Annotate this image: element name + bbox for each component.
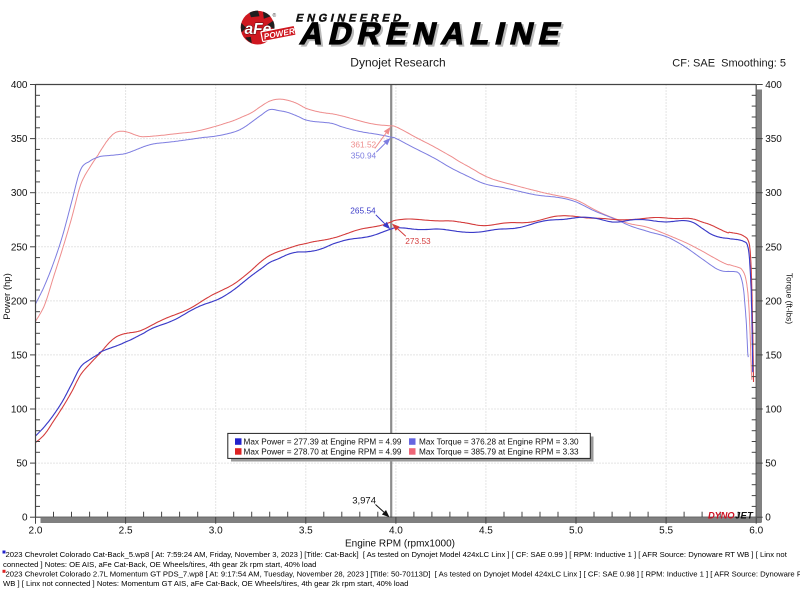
- svg-text:265.54: 265.54: [350, 206, 376, 216]
- svg-text:ADRENALINE: ADRENALINE: [299, 19, 572, 54]
- svg-text:400: 400: [765, 80, 782, 91]
- svg-text:ENGINEERED: ENGINEERED: [295, 13, 406, 25]
- svg-text:Torque (ft-lbs): Torque (ft-lbs): [785, 273, 795, 324]
- svg-text:2023 Chevrolet Colorado 2.7L M: 2023 Chevrolet Colorado 2.7L Momentum GT…: [6, 570, 800, 579]
- svg-text:300: 300: [11, 188, 28, 199]
- svg-text:50: 50: [16, 459, 28, 470]
- svg-text:0: 0: [22, 513, 28, 524]
- svg-text:350.94: 350.94: [351, 151, 377, 161]
- svg-text:Max Power = 277.39 at Engine R: Max Power = 277.39 at Engine RPM = 4.99: [244, 438, 402, 447]
- svg-text:100: 100: [765, 405, 782, 416]
- svg-text:2.5: 2.5: [119, 526, 133, 537]
- svg-text:CF: SAE Smoothing: 5: CF: SAE Smoothing: 5: [672, 58, 786, 70]
- svg-text:2023 Chevrolet Colorado Cat-Ba: 2023 Chevrolet Colorado Cat-Back_5.wp8 […: [6, 550, 788, 559]
- svg-text:0: 0: [765, 513, 771, 524]
- svg-text:350: 350: [765, 134, 782, 145]
- svg-text:50: 50: [765, 459, 777, 470]
- svg-text:Power (hp): Power (hp): [2, 273, 13, 319]
- svg-text:5.0: 5.0: [569, 526, 583, 537]
- svg-text:250: 250: [11, 242, 28, 253]
- svg-text:WB ] [ Linx not connected ] No: WB ] [ Linx not connected ] Notes: Momen…: [3, 579, 408, 588]
- svg-text:Engine RPM (rpmx1000): Engine RPM (rpmx1000): [345, 539, 455, 550]
- svg-text:200: 200: [765, 296, 782, 307]
- svg-text:100: 100: [11, 405, 28, 416]
- svg-text:5.5: 5.5: [659, 526, 673, 537]
- svg-text:3.0: 3.0: [209, 526, 223, 537]
- svg-text:200: 200: [11, 296, 28, 307]
- svg-text:350: 350: [11, 134, 28, 145]
- svg-text:3,974: 3,974: [352, 496, 376, 507]
- svg-text:4.5: 4.5: [479, 526, 493, 537]
- svg-text:2.0: 2.0: [29, 526, 43, 537]
- svg-text:400: 400: [11, 80, 28, 91]
- svg-text:273.53: 273.53: [405, 236, 431, 246]
- svg-text:300: 300: [765, 188, 782, 199]
- svg-text:361.52: 361.52: [351, 140, 377, 150]
- svg-text:DYNO: DYNO: [708, 509, 735, 520]
- svg-text:connected ] Notes: OE AIS, aFe: connected ] Notes: OE AIS, aFe Cat-Back,…: [3, 560, 316, 569]
- svg-text:6.0: 6.0: [749, 526, 763, 537]
- svg-text:Max Power = 278.70 at Engine R: Max Power = 278.70 at Engine RPM = 4.99: [244, 447, 402, 456]
- svg-text:250: 250: [765, 242, 782, 253]
- svg-text:Dynojet Research: Dynojet Research: [350, 56, 445, 70]
- svg-text:3.5: 3.5: [299, 526, 313, 537]
- svg-text:®: ®: [273, 12, 277, 19]
- svg-text:4.0: 4.0: [389, 526, 403, 537]
- svg-text:JET: JET: [735, 509, 754, 520]
- svg-text:Max Torque = 376.28 at Engine: Max Torque = 376.28 at Engine RPM = 3.30: [419, 438, 579, 447]
- svg-text:Max Torque = 385.79 at Engine: Max Torque = 385.79 at Engine RPM = 3.33: [419, 447, 579, 456]
- svg-text:150: 150: [765, 350, 782, 361]
- svg-text:ADRENALINE: ADRENALINE: [297, 17, 570, 52]
- svg-text:150: 150: [11, 350, 28, 361]
